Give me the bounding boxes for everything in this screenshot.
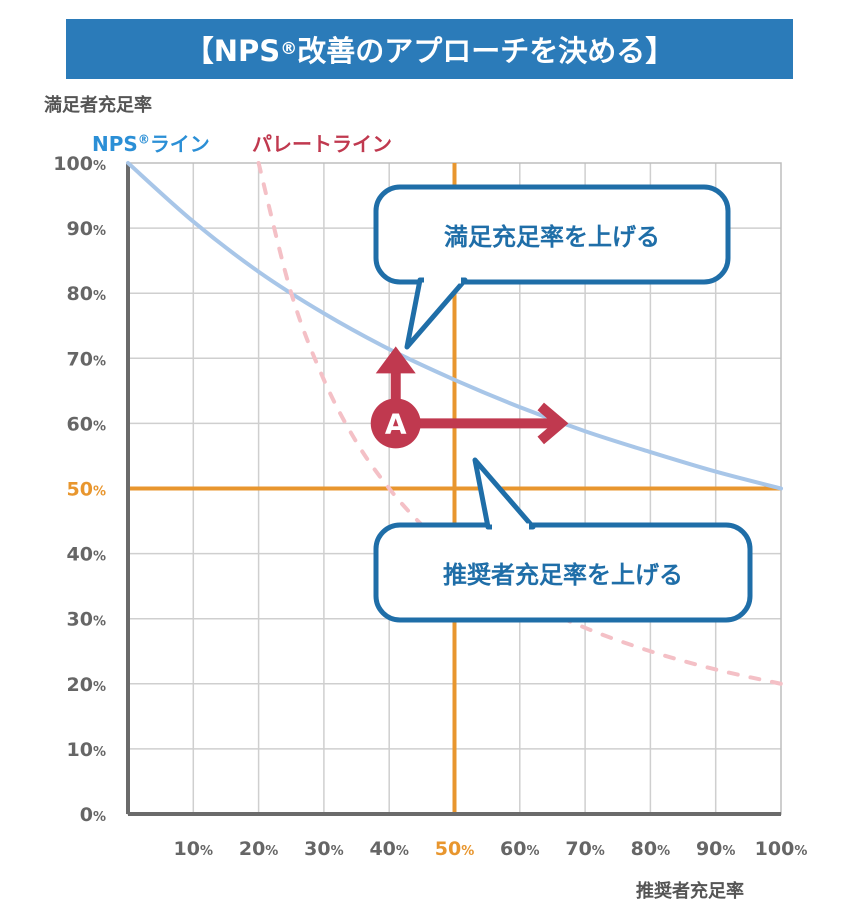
x-tick-label: 10% xyxy=(174,838,213,860)
title-reg-mark: ® xyxy=(280,39,298,59)
y-tick-label: 90% xyxy=(67,218,106,240)
nps-line xyxy=(126,161,783,491)
y-tick-label: 40% xyxy=(67,544,106,566)
point-a-label: A xyxy=(385,407,407,440)
y-tick-label: 80% xyxy=(67,283,106,305)
x-tick-label: 40% xyxy=(369,838,408,860)
y-tick-label: 60% xyxy=(67,413,106,435)
y-tick-label: 0% xyxy=(80,804,106,826)
x-tick-label: 80% xyxy=(631,838,670,860)
chart-title: 【NPS ® 改善のアプローチを決める】 xyxy=(66,19,793,79)
y-tick-label: 20% xyxy=(67,674,106,696)
point-a-marker xyxy=(370,398,421,449)
y-tick-label: 70% xyxy=(67,348,106,370)
x-tick-label: 90% xyxy=(696,838,735,860)
legend-nps: NPS®ライン xyxy=(92,128,210,157)
legend-nps-label: NPS xyxy=(92,132,138,156)
x-tick-label: 70% xyxy=(565,838,604,860)
y-tick-label: 50% xyxy=(67,479,106,501)
callout-satisfaction-box xyxy=(373,184,731,285)
legend-pareto: パレートライン xyxy=(252,132,392,156)
x-tick-label: 30% xyxy=(304,838,343,860)
callout-promoter-text: 推奨者充足率を上げる xyxy=(443,561,683,589)
x-tick-label: 60% xyxy=(500,838,539,860)
x-axis-label: 推奨者充足率 xyxy=(636,881,744,902)
legend-nps-reg: ® xyxy=(137,132,150,147)
title-prefix: 【NPS xyxy=(184,34,281,68)
y-tick-label: 100% xyxy=(53,153,106,175)
y-tick-label: 30% xyxy=(67,609,106,631)
y-axis-label: 満足者充足率 xyxy=(44,95,152,116)
legend-nps-suffix: ライン xyxy=(149,132,210,156)
arrow-up-head xyxy=(375,346,416,374)
callout-satisfaction-text: 満足充足率を上げる xyxy=(444,223,660,251)
callout-promoter-box xyxy=(373,522,753,623)
x-tick-label: 100% xyxy=(755,838,808,860)
x-tick-label: 20% xyxy=(239,838,278,860)
arrow-right-head xyxy=(537,402,569,445)
title-suffix: 改善のアプローチを決める】 xyxy=(297,34,675,68)
y-tick-label: 10% xyxy=(67,739,106,761)
x-tick-label: 50% xyxy=(435,838,474,860)
